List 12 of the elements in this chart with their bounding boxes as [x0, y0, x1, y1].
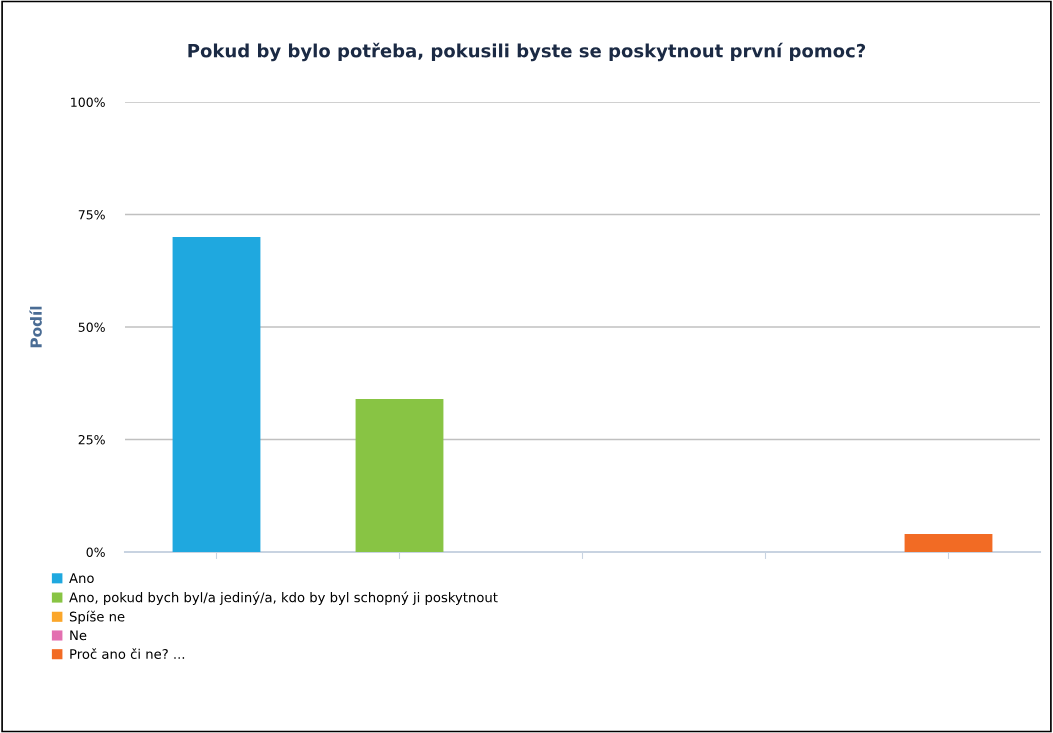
- y-tick-label: 50%: [78, 322, 105, 332]
- y-tick-label: 75%: [78, 209, 105, 220]
- legend-label: Ano: [69, 573, 94, 584]
- legend-label: Proč ano či ne? ...: [70, 648, 185, 659]
- legend-label: Ne: [70, 630, 87, 641]
- y-tick-label: 25%: [78, 434, 105, 445]
- legend-label: Spíše ne: [69, 610, 125, 625]
- y-tick-label: 100%: [71, 97, 105, 107]
- legend-label: Ano, pokud bych byl/a jediný/a, kdo by byl schopný ji poskytnout: [69, 591, 498, 605]
- chart-title: Pokud by bylo potřeba, pokusili byste se poskytnout první pomoc?: [188, 42, 866, 62]
- y-axis-title: Podíl: [29, 306, 42, 348]
- y-tick-label: 0%: [86, 547, 105, 557]
